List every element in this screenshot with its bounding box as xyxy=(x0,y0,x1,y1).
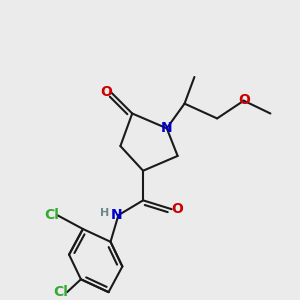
Text: Cl: Cl xyxy=(54,285,69,299)
Text: Cl: Cl xyxy=(44,208,59,222)
Text: N: N xyxy=(111,208,122,222)
Text: N: N xyxy=(161,121,172,135)
Text: O: O xyxy=(238,93,250,107)
Text: O: O xyxy=(172,202,184,216)
Text: O: O xyxy=(100,85,112,99)
Text: H: H xyxy=(100,208,109,218)
